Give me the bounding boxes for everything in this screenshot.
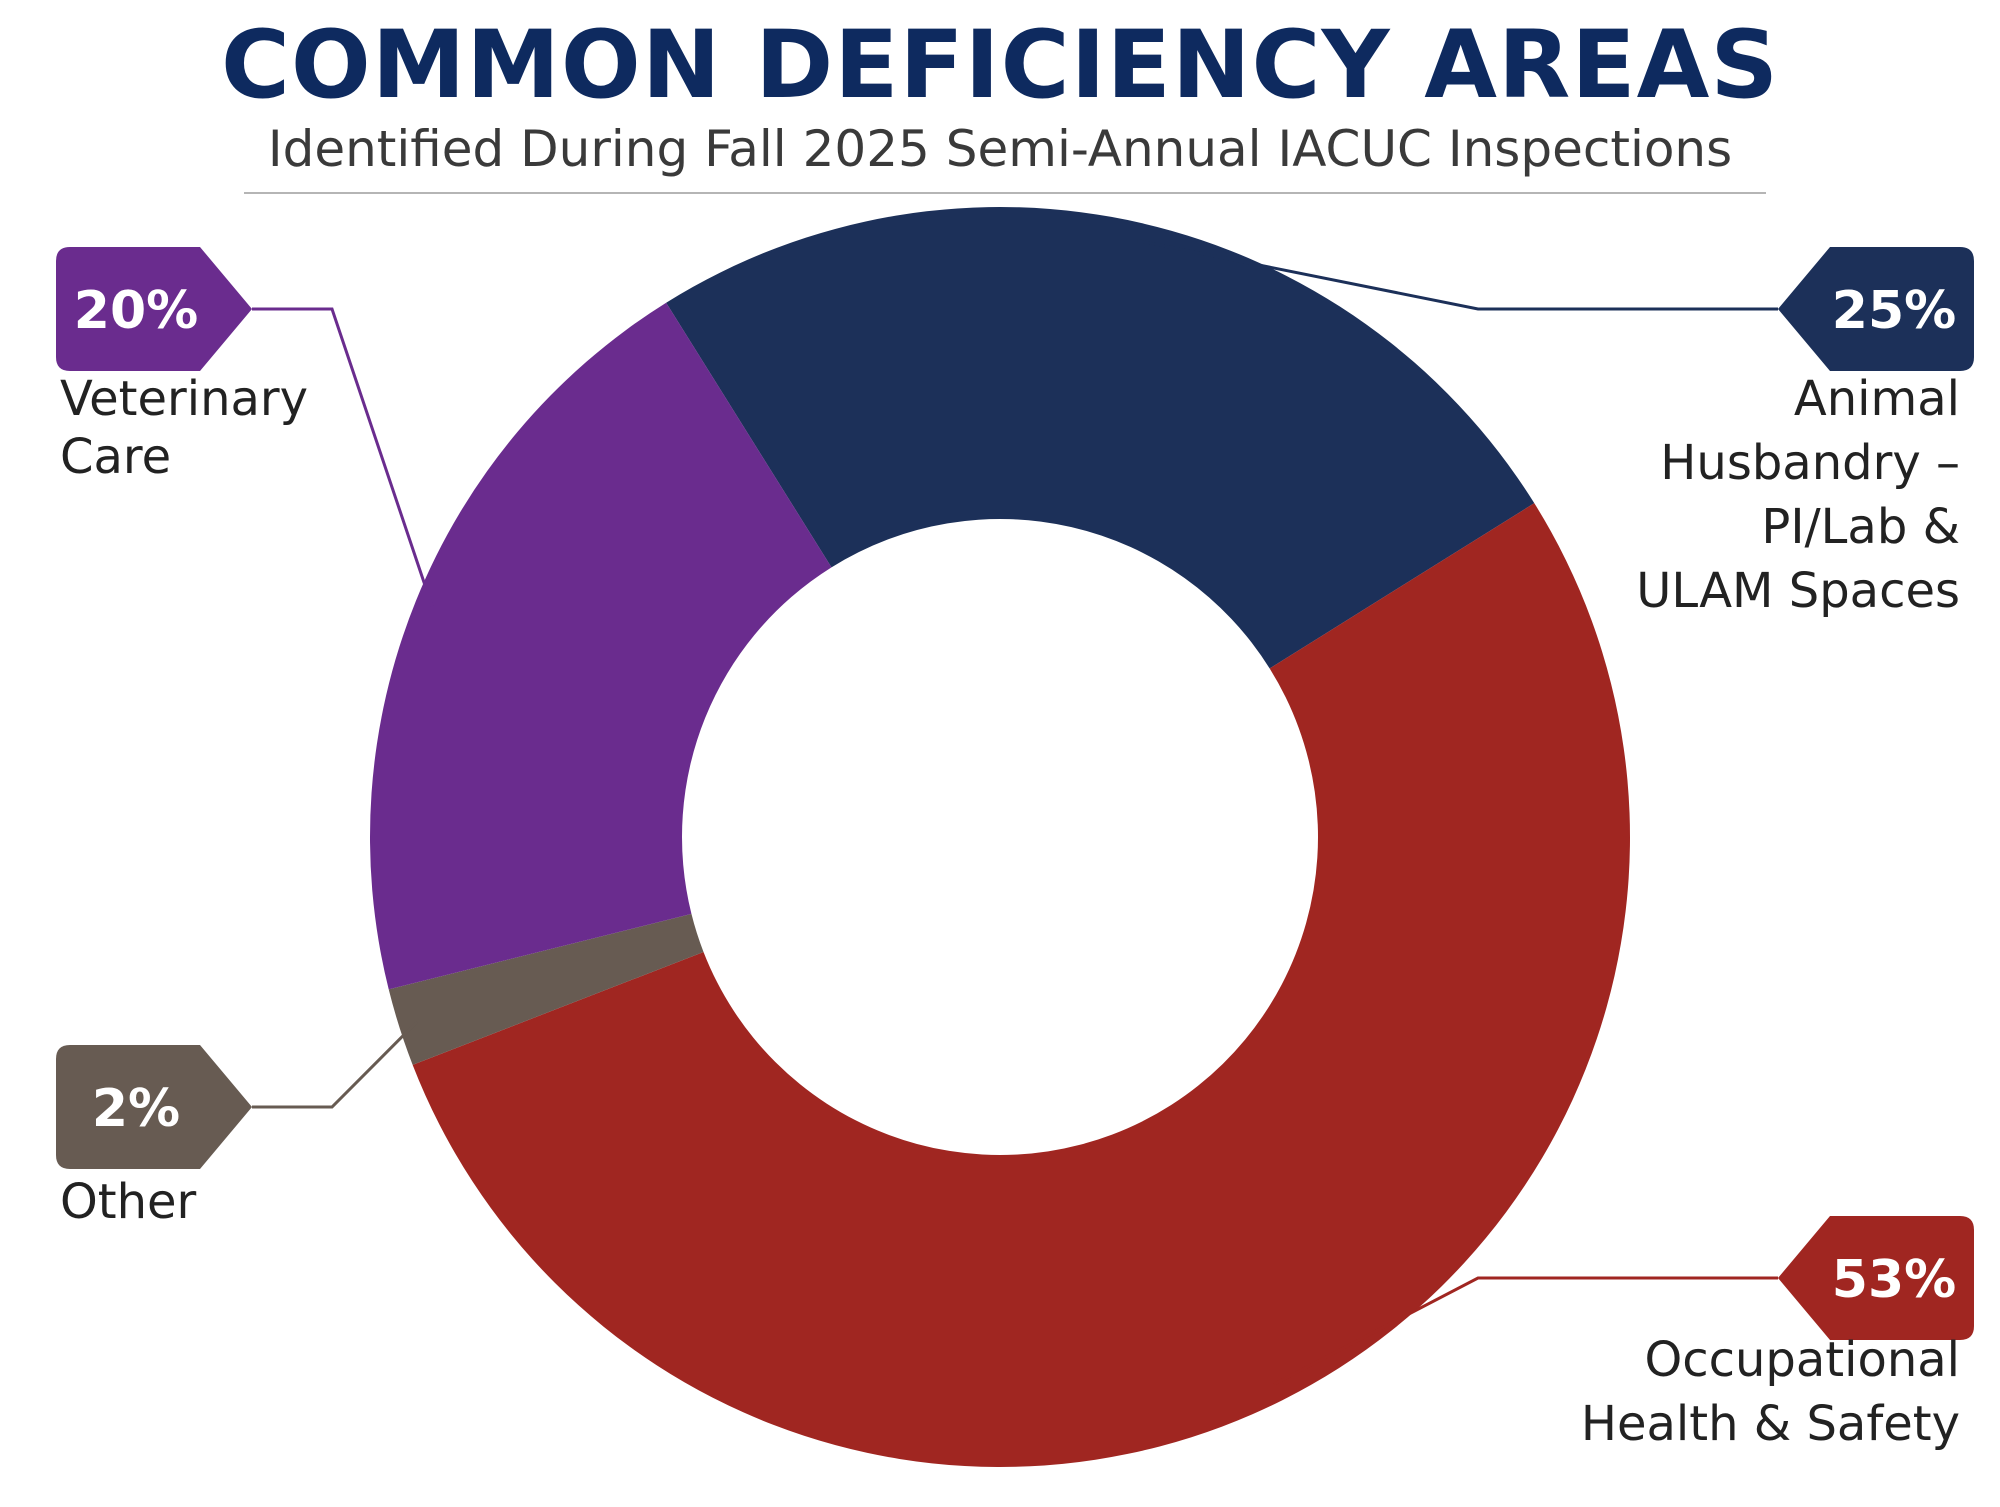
value-tag-2 — [56, 1045, 252, 1169]
value-label-0: 25% — [1832, 281, 1956, 341]
value-tags-group: 25% 53% 2% 20% — [56, 247, 1974, 1340]
category-label-0-line-1: Husbandry – — [1660, 435, 1960, 491]
slice-0 — [666, 207, 1535, 669]
category-label-2-line-0: Other — [60, 1174, 197, 1230]
chart-title: COMMON DEFICIENCY AREAS — [221, 11, 1779, 120]
value-tag-1 — [1778, 1216, 1974, 1340]
slice-3 — [370, 302, 832, 990]
leader-line-3 — [252, 307, 434, 609]
slices-group — [370, 207, 1630, 1467]
leader-line-2 — [252, 1020, 418, 1109]
category-label-1-line-1: Health & Safety — [1581, 1396, 1960, 1452]
slice-1 — [412, 503, 1630, 1467]
value-tag-3 — [56, 247, 252, 371]
category-label-1-line-0: Occupational — [1644, 1332, 1960, 1388]
value-label-3: 20% — [74, 281, 198, 341]
category-label-3-line-0: Veterinary — [60, 371, 308, 427]
category-labels-group: Animal Husbandry – PI/Lab & ULAM Spaces Occu… — [60, 371, 1960, 1452]
slice-2 — [388, 913, 704, 1065]
chart-subtitle: Identified During Fall 2025 Semi-Annual … — [268, 120, 1732, 178]
leader-lines-group — [252, 239, 1778, 1386]
value-tag-0 — [1778, 247, 1974, 371]
value-label-2: 2% — [92, 1079, 180, 1139]
value-label-1: 53% — [1832, 1250, 1956, 1310]
leader-line-0 — [1137, 239, 1778, 311]
leader-line-1 — [1273, 1276, 1778, 1386]
category-label-0-line-0: Animal — [1794, 371, 1960, 427]
category-label-3-line-1: Care — [60, 429, 171, 485]
category-label-0-line-2: PI/Lab & — [1761, 499, 1960, 555]
category-label-0-line-3: ULAM Spaces — [1636, 563, 1960, 619]
